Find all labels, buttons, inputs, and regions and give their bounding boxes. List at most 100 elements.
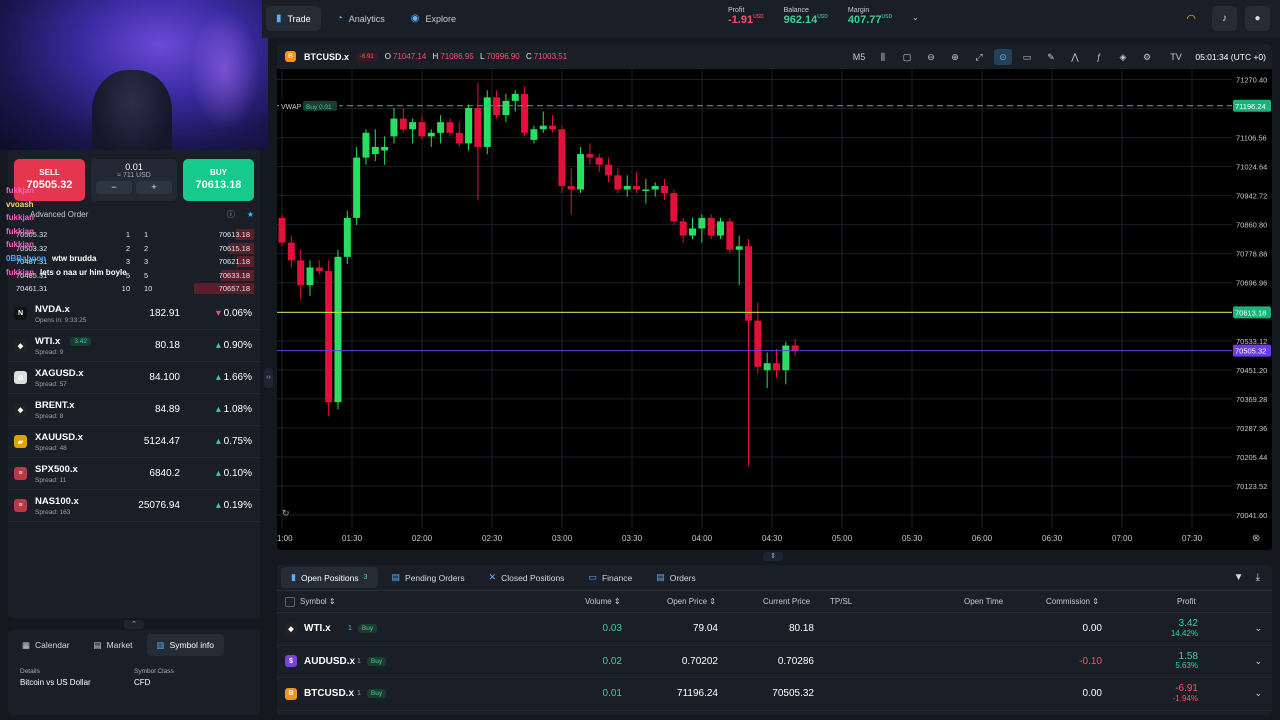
col-profit[interactable]: Profit xyxy=(1177,597,1196,606)
ask-price: 70615.18 xyxy=(218,243,250,253)
info-icon[interactable]: ⓘ xyxy=(226,210,235,219)
zoom-out-icon[interactable]: ⊖ xyxy=(927,51,935,62)
watchlist-item[interactable]: ◆ WTI.x 3.42 Spread: 9 80.18 ▴ 0.90% xyxy=(8,330,260,362)
chart-change: -6.91 xyxy=(357,52,377,61)
x-tick-label: 06:30 xyxy=(1042,534,1063,543)
arrow-down-icon: ▾ xyxy=(215,308,224,319)
vwap-tag[interactable]: Buy 0.01 xyxy=(306,104,332,111)
orderbook-row[interactable]: 70505.32 1 1 70613.18 xyxy=(14,228,254,242)
col-current-price[interactable]: Current Price xyxy=(763,597,810,606)
watchlist-item[interactable]: ≡ SPX500.x Spread: 11 6840.2 ▴ 0.10% xyxy=(8,458,260,490)
quantity-usd: ≈ 711 USD xyxy=(117,172,151,179)
watchlist-item[interactable]: ⊘ XAGUSD.x Spread: 57 84.100 ▴ 1.66% xyxy=(8,362,260,394)
increase-button[interactable]: + xyxy=(136,181,172,194)
expand-chevron-icon[interactable]: ⌄ xyxy=(1254,623,1262,634)
function-icon[interactable]: ƒ xyxy=(1096,52,1102,62)
horizontal-line-icon[interactable]: ▭ xyxy=(1022,51,1032,62)
price-tag-bg xyxy=(1233,344,1271,357)
orderbook-row[interactable]: 70485.31 5 5 70633.18 xyxy=(14,269,254,283)
tab-symbol-info-label: Symbol info xyxy=(169,640,214,650)
crosshair-icon[interactable]: ⊙ xyxy=(994,49,1012,65)
tab-trade[interactable]: ▮ Trade xyxy=(266,6,321,31)
expand-chevron-icon[interactable]: ⌄ xyxy=(1254,655,1262,666)
col-symbol[interactable]: Symbol ⇕ xyxy=(300,597,336,606)
pencil-icon[interactable]: ✎ xyxy=(1047,51,1055,62)
watchlist-item[interactable]: N NVDA.x Opens in: 9:33:25 182.91 ▾ 0.06% xyxy=(8,298,260,330)
tab-closed-positions[interactable]: ✕ Closed Positions xyxy=(479,567,575,588)
watchlist-item[interactable]: ≡ NAS100.x Spread: 163 25076.94 ▴ 0.19% xyxy=(8,490,260,522)
notifications-button[interactable]: ♪ xyxy=(1212,6,1237,31)
left-split-handle[interactable]: ⌃ xyxy=(124,620,144,629)
decrease-button[interactable]: − xyxy=(96,181,132,194)
filter-icon[interactable]: ▼ xyxy=(1233,572,1244,583)
candle-body xyxy=(735,246,743,250)
quantity-box: 0.01 ≈ 711 USD − + xyxy=(91,159,177,201)
chat-username: vvoash xyxy=(6,199,34,209)
pattern-icon[interactable]: ⋀ xyxy=(1071,51,1079,62)
position-row[interactable]: $ AUDUSD.x 1 Buy 0.02 0.70202 0.70286 -0.10 1.58… xyxy=(277,646,1272,678)
orderbook-row[interactable]: 70461.31 10 10 70657.18 xyxy=(14,282,254,296)
settings-icon[interactable]: ⚙ xyxy=(1142,51,1152,62)
orders-icon: ▤ xyxy=(656,572,665,582)
chart-canvas[interactable]: 71270.4071188.5271106.5671024.6470942.72… xyxy=(277,44,1272,550)
col-tpsl[interactable]: TP/SL xyxy=(830,597,852,606)
symbol-line: SPX500.x xyxy=(35,464,78,475)
chart-split-handle[interactable]: ⇕ xyxy=(763,552,783,561)
chat-message: fukkjan xyxy=(6,186,127,200)
col-commission[interactable]: Commission ⇕ xyxy=(1046,597,1099,606)
watchlist: N NVDA.x Opens in: 9:33:25 182.91 ▾ 0.06% ◆ WT… xyxy=(8,298,260,522)
symbol-icon: ≡ xyxy=(14,467,27,480)
zoom-in-icon[interactable]: ⊕ xyxy=(951,51,959,62)
candle-body xyxy=(493,97,501,116)
watchlist-item[interactable]: ◆ BRENT.x Spread: 8 84.89 ▴ 1.08% xyxy=(8,394,260,426)
download-icon[interactable]: ⤓ xyxy=(1255,572,1260,583)
position-row[interactable]: ◆ WTI.x 1 Buy 0.03 79.04 80.18 0.00 3.42 14.42% ⌄ xyxy=(277,613,1272,646)
tab-market[interactable]: ▤ Market xyxy=(84,634,143,656)
ask-price: 70613.18 xyxy=(218,230,250,240)
profit-value: -1.91USD xyxy=(728,14,764,26)
profile-button[interactable]: ● xyxy=(1245,6,1270,31)
fullscreen-icon[interactable]: ⤢ xyxy=(975,51,983,62)
buy-button[interactable]: BUY 70613.18 xyxy=(183,159,254,201)
position-commission: 0.00 xyxy=(1082,623,1102,635)
tab-orders[interactable]: ▤ Orders xyxy=(646,567,706,588)
tab-pending-orders[interactable]: ▤ Pending Orders xyxy=(382,567,475,588)
watchlist-item[interactable]: ▰ XAUUSD.x Spread: 48 5124.47 ▴ 0.75% xyxy=(8,426,260,458)
tab-analytics[interactable]: ◔ Analytics xyxy=(327,6,395,31)
chart-settings-icon[interactable]: ⊗ xyxy=(1252,533,1261,544)
reset-chart-icon[interactable]: ↻ xyxy=(282,508,290,518)
left-panel: SELL 70505.32 0.01 ≈ 711 USD − + BUY 706… xyxy=(8,150,260,618)
col-volume[interactable]: Volume ⇕ xyxy=(585,597,621,606)
orderbook-row[interactable]: 70503.32 2 2 70615.18 xyxy=(14,242,254,256)
col-open-time[interactable]: Open Time xyxy=(964,597,1003,606)
symbol-subtext: Spread: 11 xyxy=(35,476,67,484)
expand-chevron-icon[interactable]: ⌄ xyxy=(1254,688,1262,699)
candle-body xyxy=(763,363,771,371)
layers-icon[interactable]: ◈ xyxy=(1119,51,1127,62)
sell-button[interactable]: SELL 70505.32 xyxy=(14,159,85,201)
tab-symbol-info[interactable]: ▥ Symbol info xyxy=(146,634,224,656)
bid-volume: 1 xyxy=(125,230,130,240)
select-all-checkbox[interactable] xyxy=(285,596,295,607)
candles-icon[interactable]: ⫼ xyxy=(880,51,886,62)
tab-explore[interactable]: ◉ Explore xyxy=(401,6,466,31)
square-icon[interactable]: ▢ xyxy=(902,51,912,62)
price-chart[interactable]: 71270.4071188.5271106.5671024.6470942.72… xyxy=(277,44,1272,550)
position-profit: -6.91 -1.94% xyxy=(1173,684,1198,703)
chart-symbol[interactable]: BTCUSD.x xyxy=(304,51,350,62)
stats-chevron-icon[interactable]: ⌄ xyxy=(912,13,919,22)
position-row[interactable]: B BTCUSD.x 1 Buy 0.01 71196.24 70505.32 0.00 -6.… xyxy=(277,678,1272,711)
orderbook-row[interactable]: 70487.31 3 3 70621.18 xyxy=(14,255,254,269)
col-open-price[interactable]: Open Price ⇕ xyxy=(667,597,716,606)
panel-collapse-handle[interactable]: ‹› xyxy=(264,368,273,388)
position-side-badge: Buy xyxy=(366,689,387,699)
candle-body xyxy=(334,256,342,403)
timeframe-selector[interactable]: M5 xyxy=(852,52,866,62)
quantity-input[interactable]: 0.01 xyxy=(125,162,143,172)
advanced-order-row[interactable]: Advanced Order ⓘ ★ xyxy=(18,209,258,220)
tab-finance[interactable]: ▭ Finance xyxy=(578,567,642,588)
tab-market-label: Market xyxy=(106,640,133,650)
star-icon[interactable]: ★ xyxy=(246,210,254,219)
tab-open-positions[interactable]: ▮ Open Positions 3 xyxy=(281,567,378,588)
tab-calendar[interactable]: ▦ Calendar xyxy=(12,634,80,656)
